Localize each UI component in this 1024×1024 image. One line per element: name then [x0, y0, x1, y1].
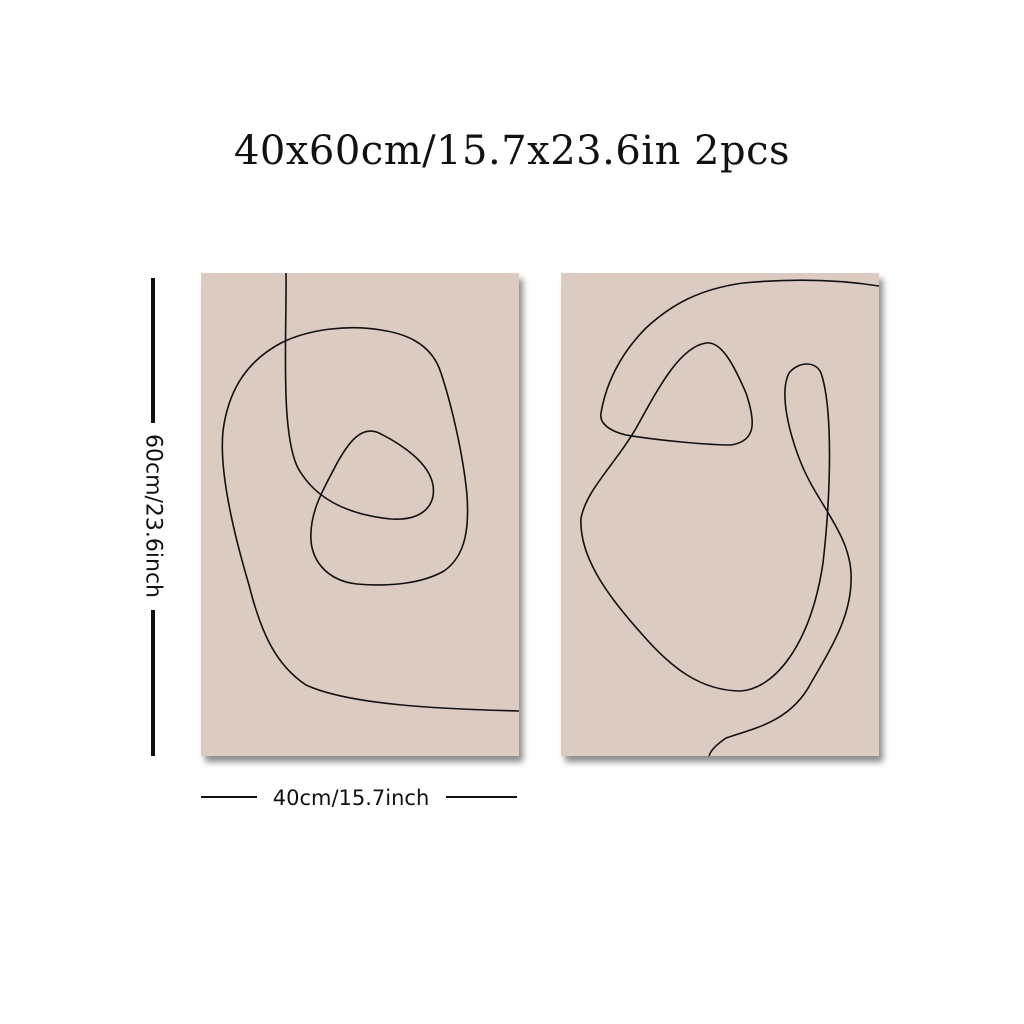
- art-panel-right: [561, 273, 879, 756]
- height-dimension-line-top: [151, 278, 155, 423]
- continuous-line-drawing: [580, 279, 879, 756]
- product-size-title: 40x60cm/15.7x23.6in 2pcs: [233, 128, 791, 174]
- panel-background: [561, 273, 879, 756]
- width-dimension-line-left: [201, 796, 257, 798]
- line-art-left: [201, 273, 519, 756]
- width-dimension-label: 40cm/15.7inch: [272, 786, 430, 810]
- panel-background: [201, 273, 519, 756]
- width-dimension-line-right: [446, 796, 517, 798]
- height-dimension-label: 60cm/23.6inch: [140, 433, 166, 599]
- continuous-line-drawing: [221, 273, 519, 712]
- art-panel-left: [201, 273, 519, 756]
- line-art-right: [561, 273, 879, 756]
- height-dimension-line-bottom: [151, 610, 155, 756]
